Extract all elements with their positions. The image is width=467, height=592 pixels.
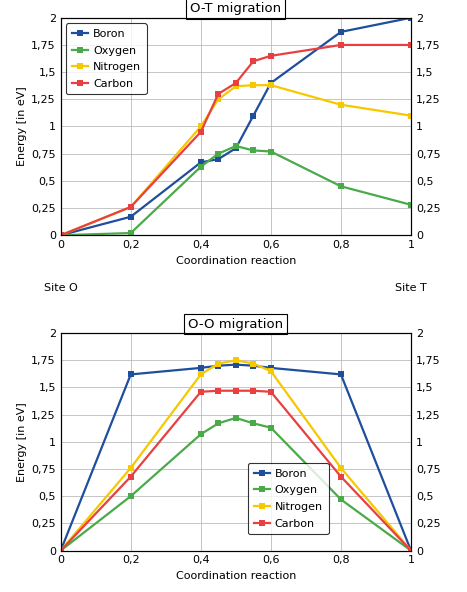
Legend: Boron, Oxygen, Nitrogen, Carbon: Boron, Oxygen, Nitrogen, Carbon	[248, 463, 329, 534]
Title: O-O migration: O-O migration	[188, 317, 283, 330]
Oxygen	[233, 143, 239, 150]
Y-axis label: Energy [in eV]: Energy [in eV]	[17, 86, 27, 166]
Carbon	[268, 52, 274, 59]
Boron	[58, 547, 64, 554]
Boron	[233, 361, 239, 368]
Nitrogen	[408, 112, 414, 119]
Oxygen	[251, 420, 256, 427]
Carbon	[198, 128, 204, 136]
Carbon	[128, 204, 134, 211]
Nitrogen	[233, 357, 239, 364]
Nitrogen	[58, 231, 64, 239]
Nitrogen	[408, 547, 414, 554]
Carbon	[233, 79, 239, 86]
Oxygen	[338, 496, 344, 503]
X-axis label: Coordination reaction: Coordination reaction	[176, 571, 296, 581]
Oxygen	[198, 430, 204, 437]
Oxygen	[233, 414, 239, 422]
Line: Boron: Boron	[58, 15, 414, 238]
Oxygen	[128, 493, 134, 500]
Boron	[128, 371, 134, 378]
Nitrogen	[216, 96, 221, 103]
Title: O-T migration: O-T migration	[190, 2, 282, 15]
Line: Carbon: Carbon	[58, 388, 414, 554]
Nitrogen	[251, 82, 256, 89]
Boron	[408, 14, 414, 21]
Carbon	[408, 547, 414, 554]
Carbon	[58, 547, 64, 554]
Carbon	[58, 231, 64, 239]
Boron	[251, 112, 256, 119]
Nitrogen	[198, 123, 204, 130]
Carbon	[216, 91, 221, 98]
Nitrogen	[198, 371, 204, 378]
Oxygen	[198, 163, 204, 170]
Carbon	[128, 473, 134, 480]
Nitrogen	[338, 464, 344, 471]
Oxygen	[216, 420, 221, 427]
Boron	[216, 156, 221, 163]
Carbon	[251, 57, 256, 65]
Boron	[251, 362, 256, 369]
Nitrogen	[58, 547, 64, 554]
Carbon	[216, 387, 221, 394]
Line: Oxygen: Oxygen	[58, 415, 414, 554]
Boron	[128, 213, 134, 220]
Text: Site T: Site T	[395, 283, 427, 293]
Carbon	[338, 41, 344, 49]
Oxygen	[268, 424, 274, 431]
Carbon	[268, 388, 274, 395]
Oxygen	[408, 547, 414, 554]
Carbon	[408, 41, 414, 49]
Oxygen	[128, 230, 134, 237]
Boron	[216, 362, 221, 369]
Boron	[198, 364, 204, 371]
Nitrogen	[251, 360, 256, 367]
Nitrogen	[338, 101, 344, 108]
Nitrogen	[128, 464, 134, 471]
Text: Site O: Site O	[44, 283, 78, 293]
Boron	[338, 371, 344, 378]
Y-axis label: Energy [in eV]: Energy [in eV]	[17, 402, 27, 482]
Boron	[408, 547, 414, 554]
Boron	[268, 364, 274, 371]
Nitrogen	[233, 83, 239, 90]
Oxygen	[216, 150, 221, 157]
Carbon	[198, 388, 204, 395]
Line: Boron: Boron	[58, 362, 414, 554]
Line: Carbon: Carbon	[58, 42, 414, 238]
Line: Nitrogen: Nitrogen	[58, 82, 414, 238]
Oxygen	[58, 547, 64, 554]
Legend: Boron, Oxygen, Nitrogen, Carbon: Boron, Oxygen, Nitrogen, Carbon	[66, 23, 147, 95]
Boron	[233, 144, 239, 152]
Oxygen	[268, 148, 274, 155]
Boron	[58, 231, 64, 239]
Boron	[198, 159, 204, 166]
Oxygen	[251, 147, 256, 154]
Nitrogen	[216, 360, 221, 367]
Oxygen	[338, 183, 344, 190]
Carbon	[338, 473, 344, 480]
Boron	[268, 79, 274, 86]
Nitrogen	[128, 204, 134, 211]
X-axis label: Coordination reaction: Coordination reaction	[176, 256, 296, 266]
Carbon	[233, 387, 239, 394]
Oxygen	[58, 231, 64, 239]
Carbon	[251, 387, 256, 394]
Line: Oxygen: Oxygen	[58, 143, 414, 238]
Boron	[338, 28, 344, 36]
Nitrogen	[268, 368, 274, 375]
Oxygen	[408, 201, 414, 208]
Line: Nitrogen: Nitrogen	[58, 358, 414, 554]
Nitrogen	[268, 82, 274, 89]
